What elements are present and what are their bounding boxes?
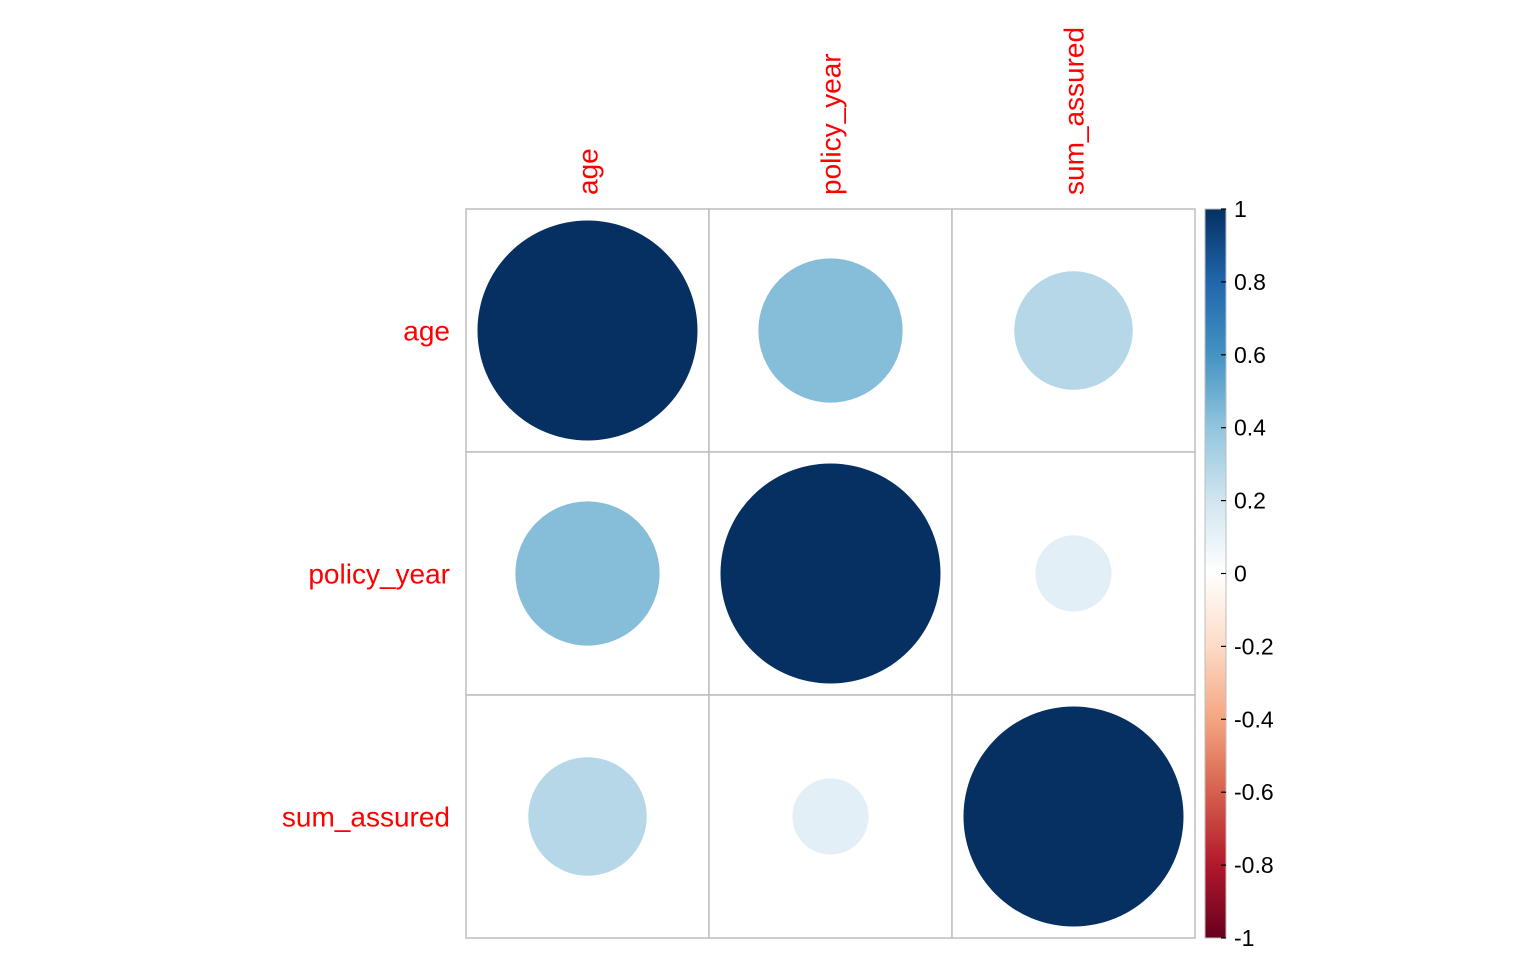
circles-layer — [477, 220, 1184, 927]
colorbar-tick-label: -0.6 — [1234, 779, 1274, 805]
colorbar-tick-label: -0.2 — [1234, 633, 1274, 659]
correlation-circle — [792, 778, 869, 855]
correlation-circle — [1014, 271, 1133, 390]
colorbar-tick-label: 1 — [1234, 196, 1247, 222]
color-legend: 1 0.8 0.6 0.4 0.2 0 -0.2 -0.4 -0.6 -0.8 -1 — [1204, 196, 1274, 951]
correlation-circle — [528, 757, 647, 876]
colorbar-tick-label: 0.8 — [1234, 269, 1266, 295]
correlation-circle — [515, 501, 660, 646]
correlation-circle — [1035, 535, 1112, 612]
colorbar-tick-label: 0.4 — [1234, 415, 1266, 441]
colorbar-tick-label: 0.2 — [1234, 488, 1266, 514]
correlation-circle — [477, 220, 698, 441]
column-label: policy_year — [816, 53, 847, 195]
column-label: age — [573, 148, 604, 195]
column-label: sum_assured — [1059, 27, 1090, 195]
correlation-circle — [758, 258, 903, 403]
colorbar-tick-label: 0 — [1234, 561, 1247, 587]
cells-layer — [465, 208, 1196, 939]
row-label: sum_assured — [282, 802, 450, 833]
colorbar-tick-label: 0.6 — [1234, 342, 1266, 368]
correlation-circle — [720, 463, 941, 684]
correlation-circle — [963, 706, 1184, 927]
row-label: policy_year — [308, 559, 450, 590]
colorbar-tick-label: -0.8 — [1234, 852, 1274, 878]
row-label: age — [403, 316, 450, 347]
colorbar-tick-label: -0.4 — [1234, 706, 1274, 732]
colorbar-tick-label: -1 — [1234, 925, 1254, 951]
